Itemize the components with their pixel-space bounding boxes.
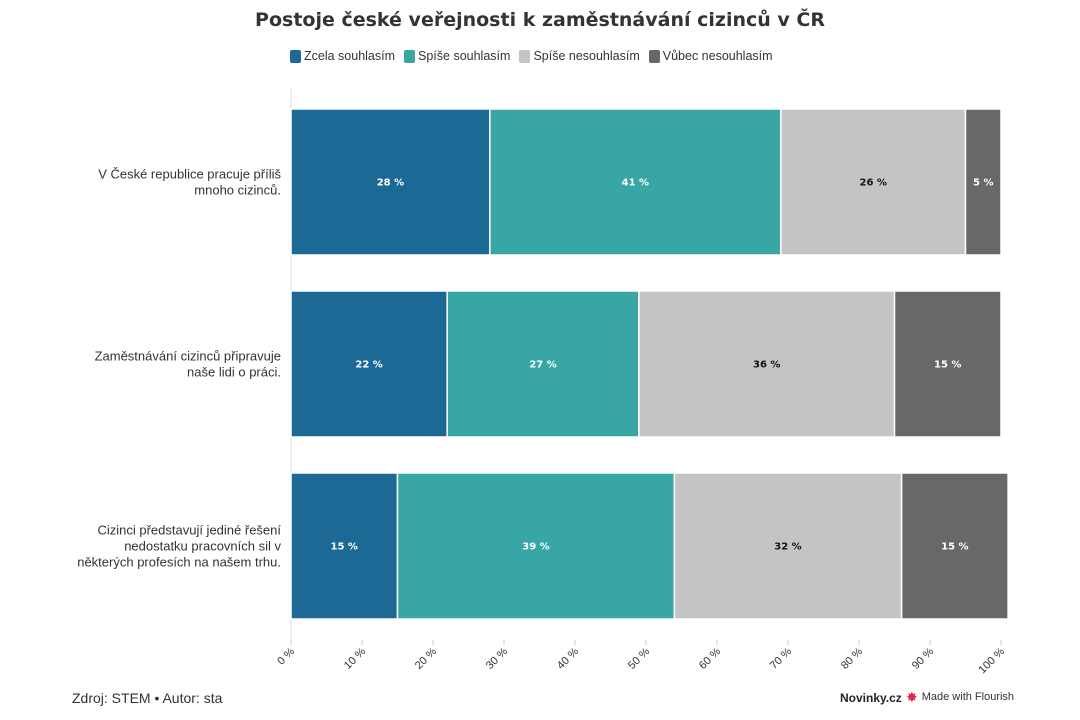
bar-value-label: 39 % — [522, 542, 549, 553]
legend-item[interactable]: Spíše nesouhlasím — [519, 49, 640, 63]
category-label: některých profesích na našem trhu. — [77, 555, 281, 570]
bar-value-label: 36 % — [753, 360, 780, 371]
legend-label: Spíše souhlasím — [418, 49, 511, 63]
bar-segment[interactable] — [893, 290, 1002, 438]
x-tick-label: 100 % — [977, 645, 1008, 676]
category-label: naše lidi o práci. — [187, 365, 281, 380]
bar-value-label: 15 % — [331, 542, 358, 553]
legend-swatch — [519, 49, 531, 63]
bar-segment[interactable] — [446, 290, 640, 438]
bar-value-label: 28 % — [377, 178, 404, 189]
bar-segment[interactable] — [290, 290, 448, 438]
x-tick-label: 40 % — [555, 645, 581, 671]
x-tick-label: 90 % — [910, 645, 936, 671]
bar-segment[interactable] — [290, 108, 491, 256]
legend-label: Zcela souhlasím — [304, 49, 396, 63]
bar-value-label: 26 % — [859, 178, 886, 189]
bar-value-label: 15 % — [934, 360, 961, 371]
x-tick-label: 10 % — [342, 645, 368, 671]
x-tick-label: 20 % — [413, 645, 439, 671]
bar-value-label: 27 % — [529, 360, 556, 371]
legend: Zcela souhlasím Spíše souhlasím Spíše ne… — [290, 47, 782, 65]
x-tick-label: 50 % — [626, 645, 652, 671]
legend-item[interactable]: Vůbec nesouhlasím — [648, 49, 773, 63]
bar-value-label: 41 % — [622, 178, 649, 189]
legend-label: Vůbec nesouhlasím — [662, 49, 773, 63]
legend-item[interactable]: Spíše souhlasím — [404, 49, 510, 63]
legend-swatch — [404, 49, 416, 63]
x-tick-label: 70 % — [768, 645, 794, 671]
x-tick-label: 30 % — [484, 645, 510, 671]
x-tick-label: 80 % — [839, 645, 865, 671]
bar-value-label: 22 % — [355, 360, 382, 371]
bar-segment[interactable] — [638, 290, 896, 438]
stacked-bar-chart: 28 % 41 % 26 % 5 % V České republice pracuje… — [77, 88, 1009, 676]
bar-segment[interactable] — [396, 472, 676, 620]
bar-segment[interactable] — [964, 108, 1002, 256]
flourish-star-icon: ✸ — [906, 689, 918, 705]
bar-value-label: 5 % — [973, 178, 993, 189]
bar-value-label: 15 % — [941, 542, 968, 553]
bar-segment[interactable] — [290, 472, 399, 620]
legend-swatch — [290, 49, 301, 63]
bar-segment[interactable] — [489, 108, 782, 256]
bar-value-label: 32 % — [774, 542, 801, 553]
bar-segment[interactable] — [900, 472, 1009, 620]
category-label: V České republice pracuje příliš — [98, 167, 281, 182]
category-label: Cizinci představují jediné řešení — [97, 523, 281, 538]
category-label: nedostatku pracovních sil v — [124, 539, 281, 554]
legend-swatch — [648, 49, 660, 63]
flourish-label: Made with Flourish — [921, 691, 1015, 703]
bar-segment[interactable] — [673, 472, 903, 620]
made-with-flourish[interactable]: ✸ Made with Flourish — [906, 689, 1015, 705]
legend-item[interactable]: Zcela souhlasím — [290, 49, 395, 63]
x-tick-label: 60 % — [697, 645, 723, 671]
category-label: Zaměstnávání cizinců připravuje — [95, 349, 281, 364]
category-label: mnoho cizinců. — [194, 183, 281, 198]
source-credit: Zdroj: STEM • Autor: sta — [72, 690, 223, 706]
brand-logo[interactable]: Novinky.cz — [840, 691, 902, 705]
chart-title: Postoje české veřejnosti k zaměstnávání … — [255, 9, 825, 31]
legend-label: Spíše nesouhlasím — [533, 49, 640, 63]
x-tick-label: 0 % — [275, 645, 297, 667]
